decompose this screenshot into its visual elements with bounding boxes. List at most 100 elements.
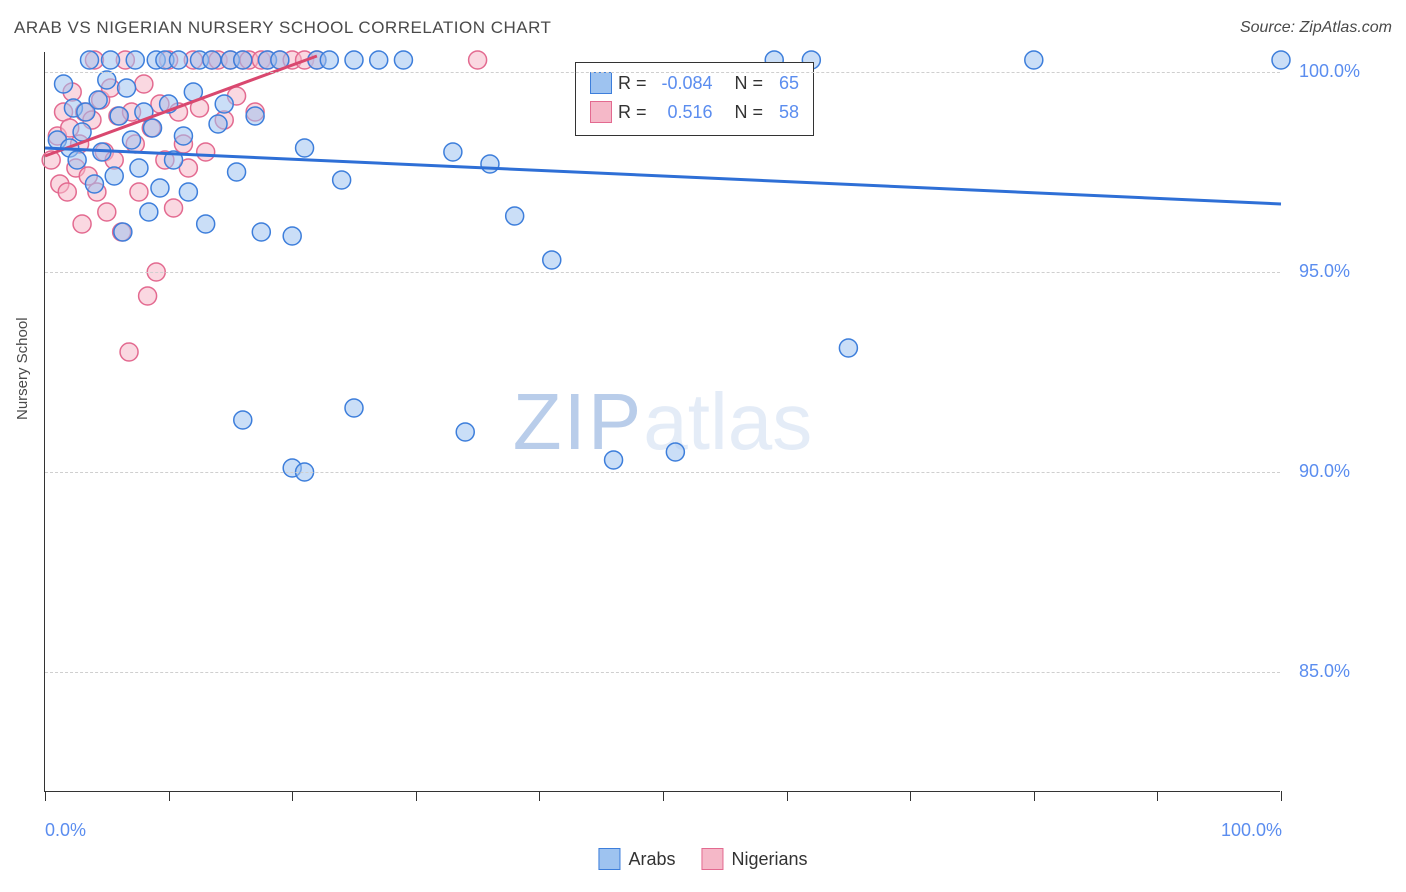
data-point xyxy=(110,107,128,125)
data-point xyxy=(234,411,252,429)
data-point xyxy=(506,207,524,225)
n-label-0: N = xyxy=(735,69,764,98)
y-tick-label: 95.0% xyxy=(1299,261,1350,282)
data-point xyxy=(169,51,187,69)
data-point xyxy=(179,183,197,201)
legend-item-nigerians: Nigerians xyxy=(701,848,807,870)
data-point xyxy=(456,423,474,441)
data-point xyxy=(234,51,252,69)
stats-row-arabs: R = -0.084 N = 65 xyxy=(590,69,799,98)
series-legend: Arabs Nigerians xyxy=(598,848,807,870)
y-tick-label: 100.0% xyxy=(1299,61,1360,82)
data-point xyxy=(605,451,623,469)
data-point xyxy=(283,227,301,245)
data-point xyxy=(209,115,227,133)
data-point xyxy=(345,399,363,417)
data-point xyxy=(80,51,98,69)
data-point xyxy=(469,51,487,69)
data-point xyxy=(1272,51,1290,69)
data-point xyxy=(543,251,561,269)
legend-label-arabs: Arabs xyxy=(628,849,675,870)
n-value-0: 65 xyxy=(769,69,799,98)
legend-square-nigerians xyxy=(590,101,612,123)
x-tick xyxy=(539,791,540,801)
data-point xyxy=(123,131,141,149)
data-point xyxy=(126,51,144,69)
x-tick xyxy=(169,791,170,801)
data-point xyxy=(114,223,132,241)
data-point xyxy=(139,287,157,305)
x-tick xyxy=(910,791,911,801)
n-label-1: N = xyxy=(735,98,764,127)
gridline-h xyxy=(45,672,1280,673)
data-point xyxy=(130,183,148,201)
data-point xyxy=(839,339,857,357)
data-point xyxy=(296,139,314,157)
data-point xyxy=(1025,51,1043,69)
y-tick-label: 85.0% xyxy=(1299,661,1350,682)
x-tick xyxy=(45,791,46,801)
x-tick xyxy=(1034,791,1035,801)
x-tick-label: 0.0% xyxy=(45,820,86,841)
gridline-h xyxy=(45,272,1280,273)
x-tick xyxy=(663,791,664,801)
data-point xyxy=(197,143,215,161)
data-point xyxy=(58,183,76,201)
data-point xyxy=(370,51,388,69)
x-tick xyxy=(1157,791,1158,801)
data-point xyxy=(144,119,162,137)
x-tick xyxy=(292,791,293,801)
data-point xyxy=(120,343,138,361)
chart-title: ARAB VS NIGERIAN NURSERY SCHOOL CORRELAT… xyxy=(14,18,551,38)
x-tick-label: 100.0% xyxy=(1221,820,1282,841)
r-label-1: R = xyxy=(618,98,647,127)
data-point xyxy=(135,75,153,93)
data-point xyxy=(394,51,412,69)
data-point xyxy=(102,51,120,69)
data-point xyxy=(246,107,264,125)
data-point xyxy=(165,199,183,217)
data-point xyxy=(203,51,221,69)
data-point xyxy=(140,203,158,221)
data-point xyxy=(73,123,91,141)
data-point xyxy=(85,175,103,193)
r-value-0: -0.084 xyxy=(653,69,713,98)
legend-label-nigerians: Nigerians xyxy=(731,849,807,870)
legend-square-arabs xyxy=(590,72,612,94)
legend-swatch-nigerians xyxy=(701,848,723,870)
plot-area: ZIPatlas R = -0.084 N = 65 R = 0.516 N =… xyxy=(44,52,1280,792)
data-point xyxy=(118,79,136,97)
source-label: Source: ZipAtlas.com xyxy=(1240,19,1392,37)
data-point xyxy=(666,443,684,461)
data-point xyxy=(320,51,338,69)
data-point xyxy=(68,151,86,169)
x-tick xyxy=(1281,791,1282,801)
stats-legend: R = -0.084 N = 65 R = 0.516 N = 58 xyxy=(575,62,814,136)
x-tick xyxy=(787,791,788,801)
data-point xyxy=(105,167,123,185)
data-point xyxy=(252,223,270,241)
data-point xyxy=(345,51,363,69)
x-tick xyxy=(416,791,417,801)
legend-swatch-arabs xyxy=(598,848,620,870)
r-label-0: R = xyxy=(618,69,647,98)
data-point xyxy=(98,203,116,221)
chart-svg xyxy=(45,52,1281,792)
data-point xyxy=(444,143,462,161)
n-value-1: 58 xyxy=(769,98,799,127)
y-axis-title: Nursery School xyxy=(14,317,31,420)
data-point xyxy=(130,159,148,177)
data-point xyxy=(228,163,246,181)
y-tick-label: 90.0% xyxy=(1299,461,1350,482)
data-point xyxy=(215,95,233,113)
gridline-h xyxy=(45,72,1280,73)
data-point xyxy=(151,179,169,197)
data-point xyxy=(174,127,192,145)
r-value-1: 0.516 xyxy=(653,98,713,127)
data-point xyxy=(89,91,107,109)
stats-row-nigerians: R = 0.516 N = 58 xyxy=(590,98,799,127)
gridline-h xyxy=(45,472,1280,473)
legend-item-arabs: Arabs xyxy=(598,848,675,870)
data-point xyxy=(55,75,73,93)
data-point xyxy=(98,71,116,89)
